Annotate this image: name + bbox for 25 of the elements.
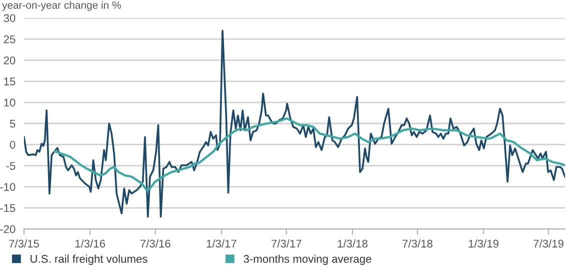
x-tick-label: 7/3/19 <box>534 239 564 248</box>
x-tick-label: 1/3/19 <box>468 239 498 248</box>
line-series <box>54 117 565 192</box>
line-series <box>24 30 565 218</box>
legend-label: U.S. rail freight volumes <box>30 254 148 265</box>
x-tick-label: 1/3/18 <box>338 239 368 248</box>
x-tick-label: 1/3/16 <box>75 239 106 248</box>
y-tick-label: 5 <box>10 120 16 128</box>
y-axis-title: year-on-year change in % <box>2 1 121 11</box>
y-tick-label: -5 <box>6 162 16 170</box>
x-tick-label: 7/3/17 <box>272 239 302 248</box>
y-tick-label: -20 <box>0 225 16 234</box>
y-tick-label: 15 <box>4 78 16 86</box>
legend-label: 3-months moving average <box>244 254 372 265</box>
y-tick-label: 30 <box>4 14 16 22</box>
y-tick-label: 10 <box>4 98 16 107</box>
y-tick-label: -15 <box>0 204 16 212</box>
y-tick-label: 25 <box>4 35 16 44</box>
x-tick-label: 7/3/15 <box>9 239 39 248</box>
y-tick-label: 20 <box>4 56 16 64</box>
x-tick-label: 7/3/16 <box>140 239 170 248</box>
x-tick-label: 7/3/18 <box>402 239 432 248</box>
y-tick-label: 0 <box>10 140 16 149</box>
x-tick-label: 1/3/17 <box>206 239 236 248</box>
y-tick-label: -10 <box>0 183 16 191</box>
